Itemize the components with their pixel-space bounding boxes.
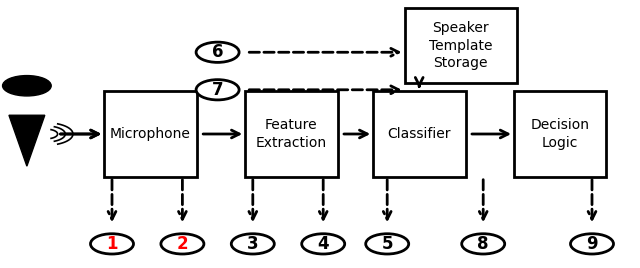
Ellipse shape bbox=[90, 234, 134, 254]
Text: 6: 6 bbox=[212, 43, 223, 61]
Text: Classifier: Classifier bbox=[387, 127, 451, 141]
Ellipse shape bbox=[196, 80, 239, 100]
Ellipse shape bbox=[570, 234, 614, 254]
Text: 7: 7 bbox=[212, 81, 223, 99]
FancyBboxPatch shape bbox=[104, 91, 197, 177]
FancyBboxPatch shape bbox=[245, 91, 338, 177]
Ellipse shape bbox=[231, 234, 275, 254]
Text: 1: 1 bbox=[106, 235, 118, 253]
Text: Feature
Extraction: Feature Extraction bbox=[255, 118, 327, 150]
FancyBboxPatch shape bbox=[404, 8, 517, 83]
Text: 5: 5 bbox=[381, 235, 393, 253]
Text: Microphone: Microphone bbox=[110, 127, 191, 141]
Text: Decision
Logic: Decision Logic bbox=[531, 118, 589, 150]
Text: Speaker
Template
Storage: Speaker Template Storage bbox=[429, 21, 493, 70]
Ellipse shape bbox=[301, 234, 345, 254]
Text: 2: 2 bbox=[177, 235, 188, 253]
Text: 3: 3 bbox=[247, 235, 259, 253]
Text: 8: 8 bbox=[477, 235, 489, 253]
Ellipse shape bbox=[365, 234, 409, 254]
Text: 9: 9 bbox=[586, 235, 598, 253]
Circle shape bbox=[3, 76, 51, 96]
FancyBboxPatch shape bbox=[514, 91, 607, 177]
Polygon shape bbox=[9, 115, 45, 166]
Ellipse shape bbox=[196, 42, 239, 62]
FancyBboxPatch shape bbox=[372, 91, 466, 177]
Text: 4: 4 bbox=[317, 235, 329, 253]
Ellipse shape bbox=[161, 234, 204, 254]
Ellipse shape bbox=[461, 234, 505, 254]
